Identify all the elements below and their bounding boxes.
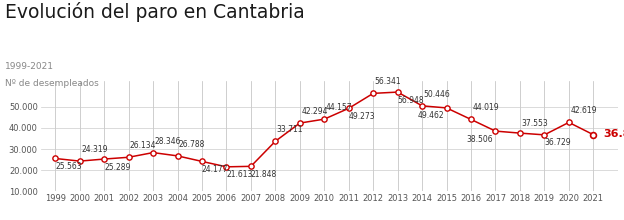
Text: 44.019: 44.019 — [472, 103, 499, 112]
Text: 36.729: 36.729 — [544, 138, 571, 147]
Text: Evolución del paro en Cantabria: Evolución del paro en Cantabria — [5, 2, 305, 22]
Text: 36.814: 36.814 — [603, 129, 624, 139]
Text: 24.177: 24.177 — [202, 165, 228, 174]
Text: 28.346: 28.346 — [155, 137, 181, 146]
Text: 49.462: 49.462 — [417, 111, 444, 120]
Text: 21.848: 21.848 — [251, 170, 277, 179]
Text: 49.273: 49.273 — [349, 112, 376, 121]
Text: Nº de desempleados: Nº de desempleados — [5, 79, 99, 88]
Text: 25.289: 25.289 — [104, 163, 130, 172]
Text: 42.619: 42.619 — [570, 106, 597, 116]
Text: 44.157: 44.157 — [326, 103, 353, 112]
Text: 42.294: 42.294 — [301, 107, 328, 116]
Text: 21.613: 21.613 — [227, 170, 253, 179]
Text: 56.948: 56.948 — [397, 95, 424, 104]
Text: 33.711: 33.711 — [276, 125, 303, 134]
Text: 24.319: 24.319 — [81, 145, 107, 154]
Text: 38.506: 38.506 — [466, 135, 493, 144]
Text: 37.553: 37.553 — [521, 119, 548, 128]
Text: 26.134: 26.134 — [130, 141, 157, 150]
Text: 25.563: 25.563 — [56, 162, 82, 171]
Text: 50.446: 50.446 — [424, 90, 451, 99]
Text: 1999-2021: 1999-2021 — [5, 62, 54, 71]
Text: 56.341: 56.341 — [374, 77, 401, 86]
Text: 26.788: 26.788 — [179, 140, 205, 149]
